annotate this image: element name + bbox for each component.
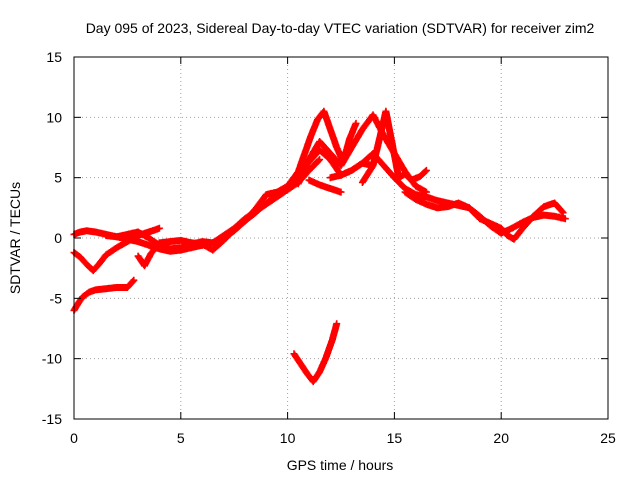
series-track-12 bbox=[290, 320, 341, 386]
y-tick-label: 0 bbox=[54, 230, 62, 246]
series-track-3 bbox=[70, 276, 138, 314]
x-tick-label: 10 bbox=[280, 430, 296, 446]
y-tick-label: 15 bbox=[46, 49, 62, 65]
data-point-marks bbox=[401, 188, 567, 243]
chart-title: Day 095 of 2023, Sidereal Day-to-day VTE… bbox=[86, 20, 595, 36]
series-track-9 bbox=[326, 150, 569, 237]
y-tick-label: 10 bbox=[46, 109, 62, 125]
grid-lines bbox=[74, 57, 608, 419]
data-point-marks bbox=[358, 107, 430, 186]
x-tick-label: 20 bbox=[493, 430, 509, 446]
x-tick-label: 5 bbox=[177, 430, 185, 446]
data-point-marks bbox=[305, 176, 345, 196]
y-tick-label: -5 bbox=[50, 290, 63, 306]
x-tick-label: 0 bbox=[70, 430, 78, 446]
series-track-8 bbox=[305, 176, 345, 196]
data-points bbox=[70, 107, 569, 386]
y-axis-title: SDTVAR / TECUs bbox=[7, 182, 23, 294]
axis-ticks: 0 5 10 15 20 25 -15 -10 -5 0 5 10 15 bbox=[42, 49, 616, 446]
data-point-marks bbox=[290, 320, 341, 386]
data-point-marks bbox=[326, 150, 569, 237]
x-tick-label: 15 bbox=[387, 430, 403, 446]
y-tick-label: -15 bbox=[42, 411, 62, 427]
y-tick-label: -10 bbox=[42, 351, 62, 367]
x-axis-title: GPS time / hours bbox=[287, 457, 394, 473]
series-track-10 bbox=[358, 107, 430, 186]
data-point-marks bbox=[70, 276, 138, 314]
x-tick-label: 25 bbox=[600, 430, 616, 446]
y-tick-label: 5 bbox=[54, 170, 62, 186]
series-track-11 bbox=[401, 188, 567, 243]
